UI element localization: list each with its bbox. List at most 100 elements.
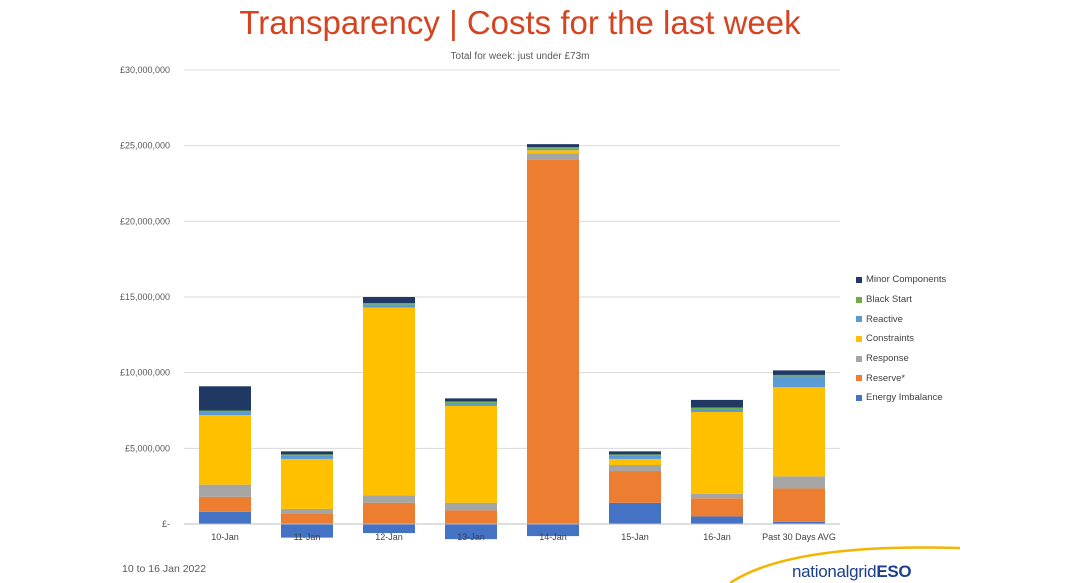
legend-label: Response [866,353,909,365]
bar-segment-minor-components [691,399,743,408]
bar-segment-energy-imbalance [281,524,333,538]
bar-segment-reactive [445,402,497,406]
bar-segment-constraints [773,387,825,477]
bar-segment-response [609,464,661,472]
legend-label: Black Start [866,294,912,306]
bar-segment-black-start [773,374,825,377]
y-tick-label: £20,000,000 [120,216,170,226]
bar-segment-energy-imbalance [691,516,743,524]
bar-segment-reactive [609,455,661,459]
bar-segment-minor-components [609,451,661,455]
bar-segment-reactive [363,304,415,308]
bar-segment-reserve [609,471,661,503]
bar-segment-black-start [527,147,579,149]
chart-legend: Minor Components Black Start Reactive Const… [856,270,946,408]
bar-segment-reactive [281,455,333,459]
bar-segment-reserve [199,496,251,512]
bar-segment-minor-components [281,451,333,455]
legend-item: Reserve* [856,368,946,388]
y-tick-label: £10,000,000 [120,368,170,378]
y-tick-label: £25,000,000 [120,141,170,151]
legend-swatch [856,394,862,401]
bar-segment-minor-components [363,297,415,304]
bar-segment-constraints [199,415,251,485]
legend-swatch [856,335,862,342]
bar-segment-reserve [773,488,825,522]
bar-segment-constraints [691,412,743,494]
bar-segment-minor-components [527,144,579,148]
bar-segment-minor-components [773,370,825,375]
bar-segment-response [773,476,825,489]
y-tick-label: £- [162,519,170,529]
legend-label: Constraints [866,333,915,345]
logo-text-main: nationalgrid [792,562,877,581]
legend-label: Minor Components [866,274,947,286]
bar-segment-response [281,508,333,514]
chart-subtitle: Total for week: just under £73m [450,51,590,62]
bar-segment-constraints [527,150,579,154]
bar-segment-energy-imbalance [609,502,661,524]
bar-segment-response [199,484,251,497]
national-grid-eso-logo: nationalgridESO [792,562,912,582]
y-tick-label: £30,000,000 [120,65,170,75]
x-tick-label: 12-Jan [375,532,403,542]
date-range-label: 10 to 16 Jan 2022 [122,563,207,575]
legend-swatch [856,375,862,382]
bar-segment-black-start [199,410,251,413]
bar-segment-energy-imbalance [199,511,251,524]
bar-segment-minor-components [199,386,251,411]
chart-title: Transparency | Costs for the last week [239,4,801,41]
x-tick-label: 13-Jan [457,532,485,542]
bar-segment-energy-imbalance [527,524,579,537]
legend-label: Reactive [866,313,903,325]
bar-segment-black-start [281,454,333,456]
bar-segment-response [363,495,415,503]
y-tick-label: £5,000,000 [125,443,170,453]
x-tick-label: 15-Jan [621,532,649,542]
legend-item: Reactive [856,309,946,329]
bar-segment-reactive [199,412,251,416]
bar-segment-energy-imbalance [773,521,825,524]
bar-segment-reserve [691,498,743,517]
y-tick-label: £15,000,000 [120,292,170,302]
legend-item: Constraints [856,329,946,349]
legend-label: Reserve* [866,372,906,384]
legend-item: Response [856,349,946,369]
bar-segment-constraints [445,405,497,503]
x-tick-label: Past 30 Days AVG [762,532,836,542]
bar-segment-reserve [281,513,333,524]
x-tick-label: 16-Jan [703,532,731,542]
bar-segment-energy-imbalance [445,524,497,540]
x-tick-label: 11-Jan [294,532,321,542]
bar-segment-minor-components [445,398,497,402]
bar-segment-response [691,493,743,499]
bar-segment-energy-imbalance [363,524,415,534]
bar-segment-black-start [363,303,415,305]
legend-item: Energy Imbalance [856,388,946,408]
legend-item: Minor Components [856,270,946,290]
bar-segment-reactive [527,148,579,151]
bar-segment-constraints [281,458,333,509]
bar-segment-response [445,502,497,511]
bar-segment-black-start [609,454,661,456]
logo-arc-icon [730,546,961,583]
x-tick-label: 14-Jan [539,532,567,542]
legend-swatch [856,276,862,283]
legend-item: Black Start [856,290,946,310]
bar-segment-black-start [445,401,497,403]
x-tick-label: 10-Jan [211,532,239,542]
bar-segment-reactive [773,376,825,388]
bar-segment-reactive [691,408,743,413]
bar-segment-constraints [609,458,661,465]
bar-segment-reserve [445,510,497,524]
bar-segment-constraints [363,307,415,496]
bar-segment-reserve [527,159,579,524]
legend-label: Energy Imbalance [866,392,943,404]
logo-text-accent: ESO [876,562,912,581]
bar-segment-black-start [691,407,743,409]
bar-segment-response [527,153,579,160]
legend-swatch [856,316,862,323]
bar-segment-reserve [363,502,415,524]
legend-swatch [856,355,862,362]
